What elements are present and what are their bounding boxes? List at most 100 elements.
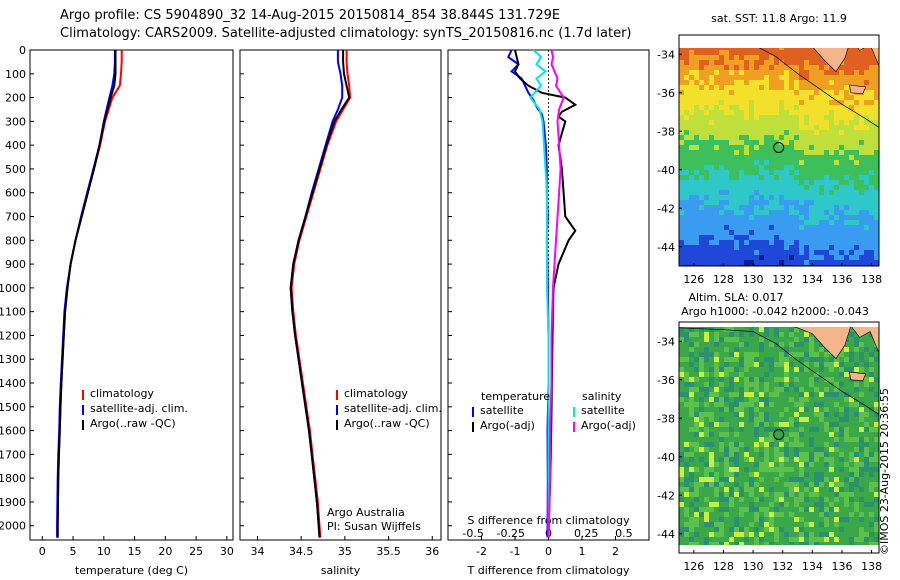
sla-cell bbox=[774, 397, 779, 402]
sst-cell bbox=[739, 190, 744, 195]
sla-cell bbox=[829, 372, 834, 377]
sla-cell bbox=[864, 432, 869, 437]
sst-cell bbox=[699, 255, 704, 260]
sst-cell bbox=[864, 115, 869, 120]
sla-cell bbox=[794, 527, 799, 532]
sla-cell bbox=[724, 387, 729, 392]
sla-cell bbox=[784, 322, 789, 327]
sla-cell bbox=[679, 397, 684, 402]
sst-cell bbox=[799, 95, 804, 100]
sla-cell bbox=[834, 377, 839, 382]
sst-cell bbox=[804, 60, 809, 65]
sst-cell bbox=[869, 195, 874, 200]
sla-cell bbox=[684, 507, 689, 512]
sla-cell bbox=[804, 487, 809, 492]
sla-cell bbox=[849, 392, 854, 397]
sla-cell bbox=[779, 407, 784, 412]
sst-cell bbox=[754, 245, 759, 250]
sst-cell bbox=[764, 50, 769, 55]
sla-cell bbox=[819, 492, 824, 497]
sst-cell bbox=[804, 115, 809, 120]
sla-cell bbox=[794, 422, 799, 427]
sla-cell bbox=[694, 397, 699, 402]
sst-cell bbox=[754, 75, 759, 80]
sla-cell bbox=[854, 332, 859, 337]
sst-cell bbox=[774, 60, 779, 65]
sst-cell bbox=[679, 60, 684, 65]
sla-cell bbox=[719, 422, 724, 427]
sla-cell bbox=[779, 422, 784, 427]
sst-cell bbox=[764, 95, 769, 100]
sla-cell bbox=[684, 422, 689, 427]
sla-cell bbox=[739, 412, 744, 417]
sla-cell bbox=[809, 347, 814, 352]
sla-cell bbox=[769, 427, 774, 432]
sla-cell bbox=[709, 402, 714, 407]
sst-cell bbox=[819, 170, 824, 175]
sla-cell bbox=[839, 382, 844, 387]
sla-cell bbox=[859, 482, 864, 487]
sla-cell bbox=[689, 397, 694, 402]
sst-cell bbox=[714, 260, 719, 265]
sla-cell bbox=[699, 497, 704, 502]
sst-cell bbox=[849, 160, 854, 165]
sla-cell bbox=[789, 502, 794, 507]
sst-cell bbox=[699, 195, 704, 200]
sla-cell bbox=[689, 402, 694, 407]
sla-cell bbox=[869, 532, 874, 537]
sst-cell bbox=[869, 90, 874, 95]
sst-cell bbox=[814, 115, 819, 120]
sst-cell bbox=[749, 195, 754, 200]
sla-cell bbox=[684, 477, 689, 482]
sla-cell bbox=[854, 487, 859, 492]
sst-cell bbox=[739, 50, 744, 55]
sst-cell bbox=[824, 135, 829, 140]
sst-cell bbox=[844, 140, 849, 145]
sst-cell bbox=[774, 245, 779, 250]
sst-cell bbox=[824, 110, 829, 115]
sla-cell bbox=[774, 517, 779, 522]
sla-cell bbox=[759, 482, 764, 487]
sst-cell bbox=[729, 215, 734, 220]
sst-cell bbox=[769, 205, 774, 210]
sst-cell bbox=[729, 240, 734, 245]
sla-cell bbox=[869, 507, 874, 512]
sla-cell bbox=[754, 377, 759, 382]
sst-cell bbox=[809, 150, 814, 155]
sst-cell bbox=[689, 70, 694, 75]
sst-cell bbox=[754, 125, 759, 130]
sst-cell bbox=[709, 70, 714, 75]
sla-cell bbox=[769, 327, 774, 332]
sla-cell bbox=[744, 542, 749, 545]
sla-cell bbox=[749, 497, 754, 502]
sst-cell bbox=[784, 125, 789, 130]
sla-cell bbox=[844, 462, 849, 467]
sst-cell bbox=[784, 215, 789, 220]
sst-cell bbox=[774, 250, 779, 255]
sla-cell bbox=[869, 537, 874, 542]
sst-cell bbox=[769, 210, 774, 215]
sla-cell bbox=[789, 517, 794, 522]
sst-cell bbox=[859, 50, 864, 55]
sst-cell bbox=[734, 185, 739, 190]
sst-cell bbox=[679, 135, 684, 140]
sla-cell bbox=[784, 367, 789, 372]
sla-cell bbox=[739, 362, 744, 367]
sla-cell bbox=[749, 427, 754, 432]
sla-cell bbox=[679, 547, 684, 552]
sla-cell bbox=[684, 322, 689, 327]
sst-cell bbox=[809, 70, 814, 75]
sla-cell bbox=[869, 432, 874, 437]
sst-cell bbox=[824, 130, 829, 135]
sst-cell bbox=[699, 60, 704, 65]
sla-cell bbox=[874, 427, 879, 432]
sst-cell bbox=[714, 35, 719, 40]
sst-cell bbox=[719, 40, 724, 45]
diff-s-tick-label: 0.25 bbox=[574, 527, 599, 540]
sla-cell bbox=[849, 322, 854, 327]
sst-cell bbox=[719, 185, 724, 190]
sst-cell bbox=[729, 110, 734, 115]
sla-cell bbox=[779, 472, 784, 477]
sst-cell bbox=[699, 225, 704, 230]
sla-cell bbox=[784, 532, 789, 537]
